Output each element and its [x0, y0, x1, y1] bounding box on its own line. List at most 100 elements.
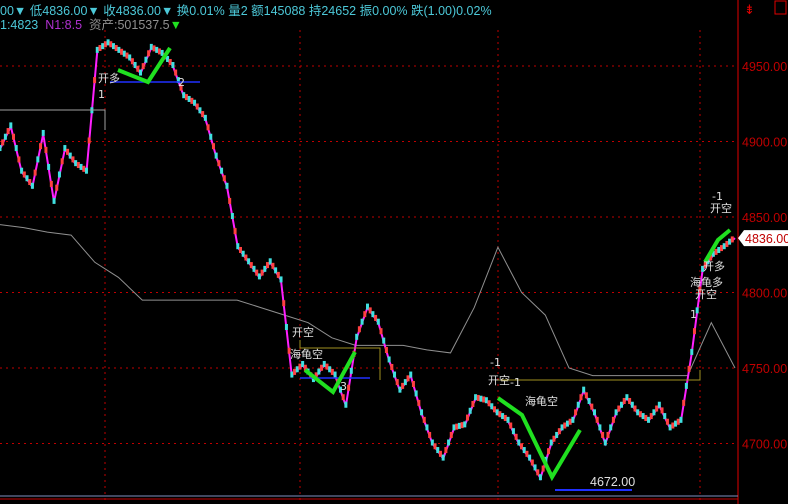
candle [528, 454, 532, 461]
candle [387, 356, 391, 363]
candle [636, 409, 640, 416]
candle [614, 409, 618, 416]
candle [598, 424, 602, 431]
window-icon[interactable] [774, 0, 787, 15]
turtle-signal-line [703, 228, 732, 264]
candle [168, 58, 172, 65]
secondary-series-line [0, 224, 736, 377]
candle [103, 41, 107, 48]
candle [552, 435, 556, 442]
candle [136, 65, 140, 72]
candle [630, 401, 634, 408]
candle [674, 420, 678, 427]
candle [398, 386, 402, 393]
candle [560, 424, 564, 431]
candle [452, 424, 456, 431]
candle [511, 428, 515, 435]
candle [606, 431, 610, 438]
candle [111, 43, 115, 50]
candle [584, 392, 588, 399]
candle [601, 431, 605, 438]
candle [44, 146, 48, 153]
signal-annotation: 2 [178, 76, 185, 89]
candle [701, 265, 705, 272]
candle [384, 347, 388, 354]
candle [322, 360, 326, 367]
candle [55, 184, 59, 191]
candle [595, 416, 599, 423]
candle [20, 167, 24, 174]
candle [587, 397, 591, 404]
candle [563, 422, 567, 429]
candle [692, 328, 696, 335]
candle [657, 401, 661, 408]
candle [257, 273, 261, 280]
candle [719, 245, 723, 252]
candle [549, 439, 553, 446]
candle [471, 400, 475, 407]
candle [317, 368, 321, 375]
candle [201, 111, 205, 118]
candle [590, 403, 594, 410]
candle [579, 394, 583, 401]
candle [722, 243, 726, 250]
candle [122, 50, 126, 57]
candle [71, 156, 75, 163]
candle [611, 416, 615, 423]
candle [652, 409, 656, 416]
candle [52, 197, 56, 204]
candle [225, 182, 229, 189]
signal-annotation: -1 [490, 356, 501, 369]
candle [493, 406, 497, 413]
candle [698, 286, 702, 293]
candle [160, 49, 164, 56]
candle [249, 262, 253, 269]
candle [84, 167, 88, 174]
candle [633, 405, 637, 412]
candle [438, 450, 442, 457]
settings-icon[interactable]: ⇟ [744, 2, 755, 17]
candle [422, 416, 426, 423]
candle [125, 52, 129, 59]
candle [403, 379, 407, 386]
candle [406, 375, 410, 382]
candle [190, 97, 194, 104]
candle [401, 382, 405, 389]
candle [671, 422, 675, 429]
signal-annotation: 开空 [710, 201, 732, 215]
candle [382, 337, 386, 344]
candle [638, 411, 642, 418]
candle [114, 45, 118, 52]
indicator-header: 1:4823 N1:8.5 资产:501537.5▼ [0, 14, 182, 33]
candle [506, 416, 510, 423]
candle [665, 418, 669, 425]
candle [520, 443, 524, 450]
y-tick-label: 4900.00 [742, 136, 787, 150]
candle [209, 133, 213, 140]
candle [244, 254, 248, 261]
candle [460, 422, 464, 429]
candle [647, 416, 651, 423]
signal-annotation: 1 [98, 88, 105, 101]
candle [514, 433, 518, 440]
signal-annotation: 海龟空 [290, 347, 323, 361]
candle [252, 265, 256, 272]
candle [617, 405, 621, 412]
candle [541, 465, 545, 472]
candle [290, 371, 294, 378]
candle [30, 182, 34, 189]
signal-annotation: 3 [340, 380, 347, 393]
signal-annotation: 开多 [98, 71, 120, 85]
candle [303, 364, 307, 371]
candle [395, 379, 399, 386]
candle [220, 167, 224, 174]
candle [411, 380, 415, 387]
candle [530, 459, 534, 466]
candle [730, 236, 734, 243]
candle [363, 311, 367, 318]
last-price-label: 4836.00 [745, 232, 788, 246]
candle [338, 386, 342, 393]
signal-annotation: 海龟空 [525, 394, 558, 408]
y-tick-label: 4750.00 [742, 362, 787, 376]
